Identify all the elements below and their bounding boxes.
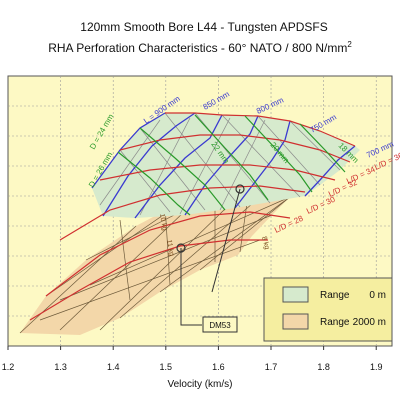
legend-label-range-0m: Range	[320, 290, 350, 301]
ld-line	[45, 211, 291, 297]
ld-line	[59, 185, 306, 241]
x-axis-title: Velocity (km/s)	[167, 379, 232, 390]
mesh-line-0m	[179, 117, 231, 215]
mesh-line-2000m	[39, 239, 261, 321]
range-2000m-region	[20, 178, 305, 335]
x-tick-label: 1.6	[212, 362, 225, 372]
length-line	[304, 145, 356, 197]
mesh-line-0m	[289, 120, 341, 171]
x-tick-label: 1.4	[107, 362, 120, 372]
mesh-line-0m	[139, 127, 206, 211]
mass-label-10: 10 kg	[158, 213, 168, 231]
mesh-line-2000m	[119, 219, 131, 301]
mesh-line-2000m	[59, 214, 273, 301]
dm53-leader-line-2	[180, 248, 202, 326]
x-tick-label: 1.3	[54, 362, 67, 372]
length-lines	[91, 112, 356, 219]
ld-line	[119, 134, 351, 163]
mass-label-8: 8 kg	[260, 236, 270, 251]
x-tick-label: 1.9	[370, 362, 383, 372]
mesh-line-2000m	[19, 225, 137, 334]
mesh-line-0m	[164, 112, 241, 208]
dm53-marker-2000m	[176, 243, 186, 253]
dm53-leader-line	[211, 188, 241, 293]
chart-subtitle-sup: 2	[347, 40, 352, 49]
x-tick-label: 1.2	[2, 362, 15, 372]
dm53-label-box	[202, 316, 238, 333]
length-line	[134, 114, 223, 219]
diameter-line	[117, 151, 191, 216]
diameter-line	[244, 115, 313, 193]
length-line	[184, 115, 259, 216]
mesh-line-2000m	[159, 185, 306, 293]
x-tick-label: 1.5	[160, 362, 173, 372]
diameter-line	[299, 123, 346, 173]
length-line	[91, 112, 166, 189]
mesh-line-2000m	[89, 196, 291, 286]
diameter-line	[194, 114, 269, 201]
legend-value-range-0m: 0 m	[369, 290, 386, 301]
mass-label-11: 11 kg	[165, 239, 175, 257]
legend-swatch-range-2000m	[282, 313, 309, 330]
length-line	[234, 120, 291, 209]
chart-title: 120mm Smooth Bore L44 - Tungsten APDSFS	[80, 20, 327, 34]
length-line	[102, 112, 196, 217]
x-tick-label: 1.7	[265, 362, 278, 372]
diameter-lines	[117, 114, 346, 216]
legend-value-range-2000m: 2000 m	[353, 317, 386, 328]
chart-subtitle: RHA Perforation Characteristics - 60° NA…	[48, 40, 352, 55]
ld-line	[29, 239, 268, 321]
dm53-marker-0m	[235, 184, 245, 194]
x-tick-label: 1.8	[317, 362, 330, 372]
mesh-line-0m	[221, 114, 301, 198]
legend-swatch-range-0m	[282, 286, 309, 303]
mesh-line-2000m	[164, 204, 171, 286]
chart-subtitle-main: RHA Perforation Characteristics - 60° NA…	[48, 41, 347, 55]
x-axis-ticks: 1.2 1.3 1.4 1.5 1.6 1.7 1.8 1.9	[2, 346, 383, 372]
legend-label-range-2000m: Range	[320, 317, 350, 328]
diameter-line	[139, 127, 226, 211]
ld-line	[165, 112, 356, 147]
dm53-label: DM53	[209, 321, 231, 330]
